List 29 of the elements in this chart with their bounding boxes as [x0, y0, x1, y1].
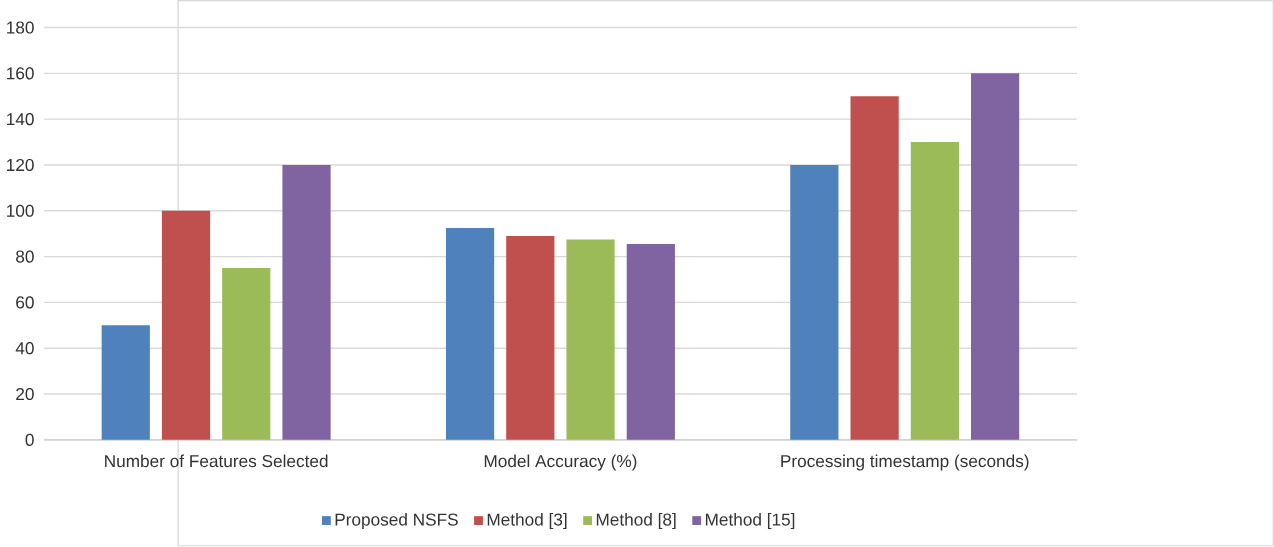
legend-label: Method [8]	[596, 513, 676, 530]
bar	[566, 239, 615, 441]
legend-label: Proposed NSFS	[335, 513, 458, 530]
bar	[445, 228, 495, 441]
x-tick-label: Number of Features Selected	[105, 454, 328, 468]
x-tick-label: Model Accuracy (%)	[484, 454, 637, 471]
y-tick-label: 120	[7, 159, 34, 172]
bar	[910, 142, 959, 441]
bar	[161, 210, 211, 441]
y-tick-label: 0	[25, 433, 34, 447]
y-tick-label: 60	[16, 296, 34, 309]
y-tick-label: 140	[7, 113, 34, 126]
bar	[101, 325, 150, 441]
y-tick-label: 160	[7, 67, 34, 80]
legend-label: Method [3]	[487, 513, 567, 530]
x-tick-label: Processing timestamp (seconds)	[781, 454, 1029, 471]
bar	[971, 73, 1020, 441]
y-tick-label: 80	[16, 250, 34, 263]
bar	[506, 236, 555, 441]
bar	[790, 165, 839, 441]
bar	[626, 244, 675, 441]
y-tick-label: 20	[16, 388, 34, 401]
bar	[282, 165, 331, 441]
bar	[850, 96, 899, 441]
y-tick-label: 100	[7, 204, 34, 218]
bar	[222, 268, 271, 441]
y-tick-label: 180	[7, 21, 34, 34]
legend-label: Method [15]	[705, 513, 795, 530]
y-tick-label: 40	[15, 342, 34, 355]
